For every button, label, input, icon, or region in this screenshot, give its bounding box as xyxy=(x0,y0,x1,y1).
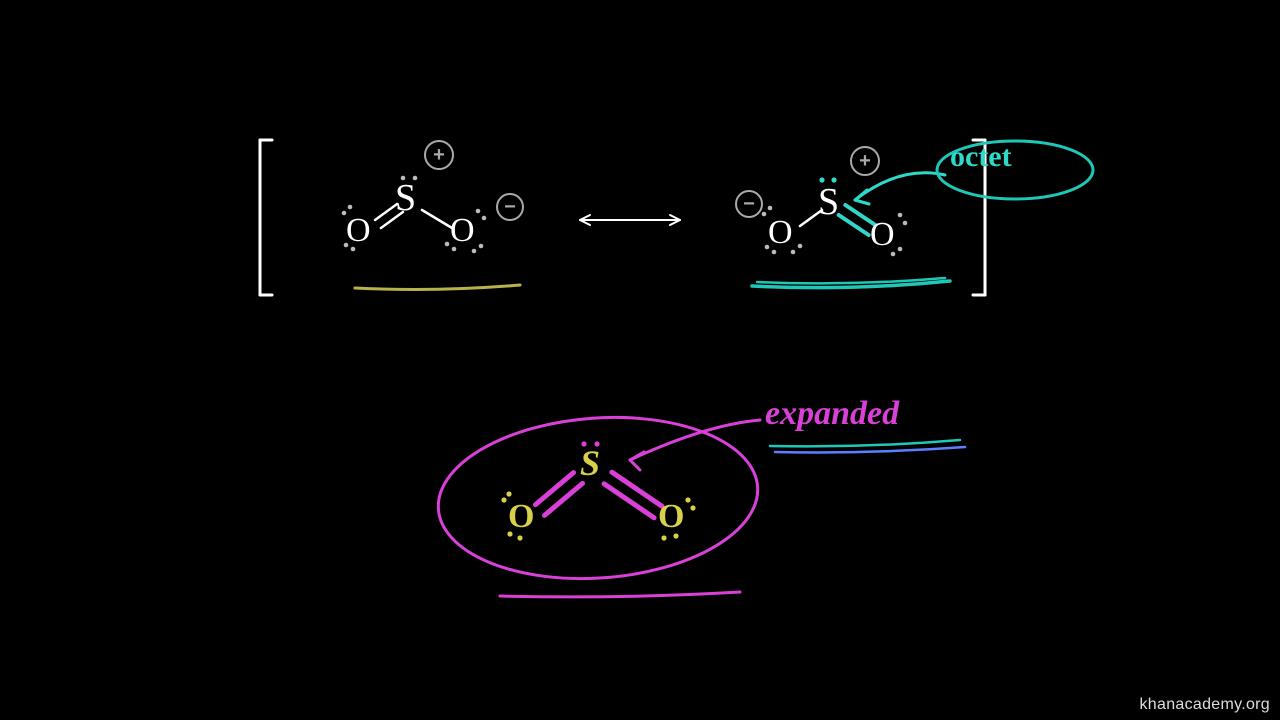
charge-plus-right: + xyxy=(850,146,880,176)
atom-o2-bottom: O xyxy=(658,498,684,536)
charge-minus-right: − xyxy=(735,190,763,218)
octet-label: octet xyxy=(950,140,1012,174)
atom-o1-bottom: O xyxy=(508,498,534,536)
atom-o1-right: O xyxy=(768,214,793,252)
atom-o1-left: O xyxy=(346,212,371,250)
atom-s-bottom: S xyxy=(580,442,600,484)
diagram-stage: S O O + − S O O + − octet S O O expanded… xyxy=(0,0,1280,720)
charge-minus-left: − xyxy=(496,193,524,221)
atom-o2-right: O xyxy=(870,216,895,254)
charge-plus-left: + xyxy=(424,140,454,170)
atom-o2-left: O xyxy=(450,212,475,250)
svg-layer xyxy=(0,0,1280,720)
atom-s-left: S xyxy=(395,176,416,220)
watermark: khanacademy.org xyxy=(1140,696,1271,714)
expanded-label: expanded xyxy=(765,395,899,433)
atom-s-right: S xyxy=(818,180,839,224)
